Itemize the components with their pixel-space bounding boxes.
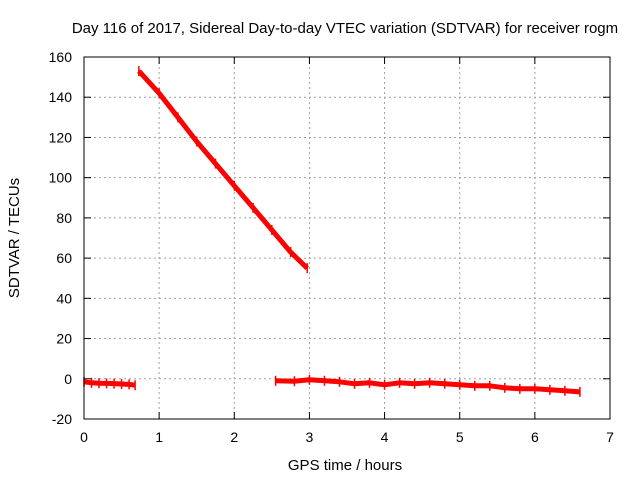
chart-title: Day 116 of 2017, Sidereal Day-to-day VTE… xyxy=(72,20,618,37)
series-line xyxy=(137,69,309,270)
x-tick-label: 2 xyxy=(230,429,238,445)
series-layer xyxy=(83,66,581,397)
x-tick-label: 3 xyxy=(306,429,314,445)
y-tick-label: 100 xyxy=(49,170,73,186)
series-segment-3 xyxy=(274,374,581,397)
y-tick-label: 60 xyxy=(56,250,72,266)
y-tick-label: 160 xyxy=(49,49,73,65)
y-tick-label: -20 xyxy=(52,411,72,427)
x-tick-label: 4 xyxy=(381,429,389,445)
y-tick-label: 120 xyxy=(49,129,73,145)
y-tick-label: 0 xyxy=(64,371,72,387)
tick-labels: 0 1 2 3 4 5 6 7 -20 0 20 40 60 80 100 120 140 160 xyxy=(49,49,614,445)
x-tick-label: 7 xyxy=(606,429,614,445)
x-axis-label: GPS time / hours xyxy=(288,457,402,474)
y-tick-label: 20 xyxy=(56,331,72,347)
series-segment-2 xyxy=(137,66,309,274)
plot-frame xyxy=(83,56,611,420)
x-tick-label: 0 xyxy=(80,429,88,445)
x-tick-label: 1 xyxy=(155,429,163,445)
x-tick-label: 6 xyxy=(531,429,539,445)
y-tick-label: 40 xyxy=(56,290,72,306)
y-axis-label: SDTVAR / TECUs xyxy=(6,178,23,298)
y-tick-label: 80 xyxy=(56,210,72,226)
axis-ticks xyxy=(83,56,611,420)
y-tick-label: 140 xyxy=(49,89,73,105)
series-line xyxy=(83,379,136,388)
x-tick-label: 5 xyxy=(456,429,464,445)
grid xyxy=(84,57,610,419)
